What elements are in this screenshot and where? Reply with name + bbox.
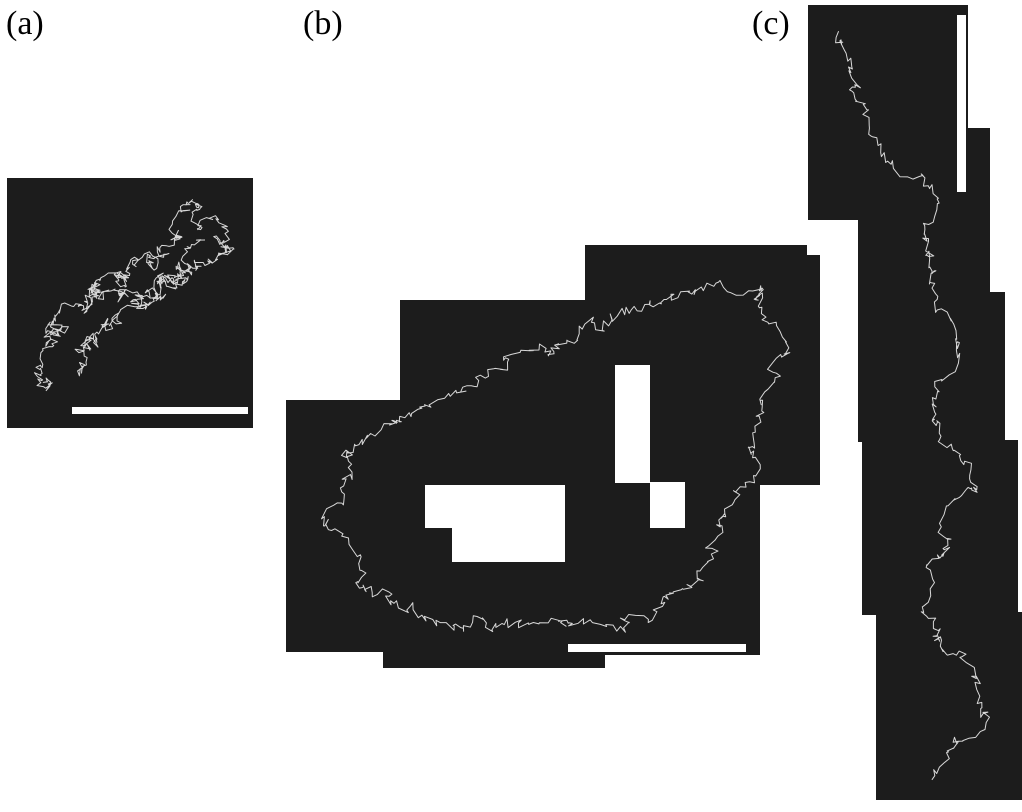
scale-bar	[957, 15, 966, 192]
panel-label: (c)	[752, 5, 790, 42]
panel-b: (b)	[286, 5, 820, 668]
scale-bar	[568, 644, 746, 652]
gap	[425, 485, 565, 528]
afm-tile	[650, 255, 820, 485]
panel-label: (b)	[303, 5, 343, 42]
figure: (a) (b) (c)	[0, 0, 1022, 812]
panel-label: (a)	[6, 5, 44, 42]
afm-image	[7, 178, 253, 428]
afm-tile	[862, 440, 1018, 615]
afm-tile	[876, 612, 1022, 800]
panel-a: (a)	[6, 5, 253, 428]
gap	[615, 365, 650, 483]
gap	[452, 528, 565, 562]
scale-bar	[72, 407, 248, 414]
afm-tile	[858, 292, 1005, 442]
gap	[650, 482, 685, 528]
